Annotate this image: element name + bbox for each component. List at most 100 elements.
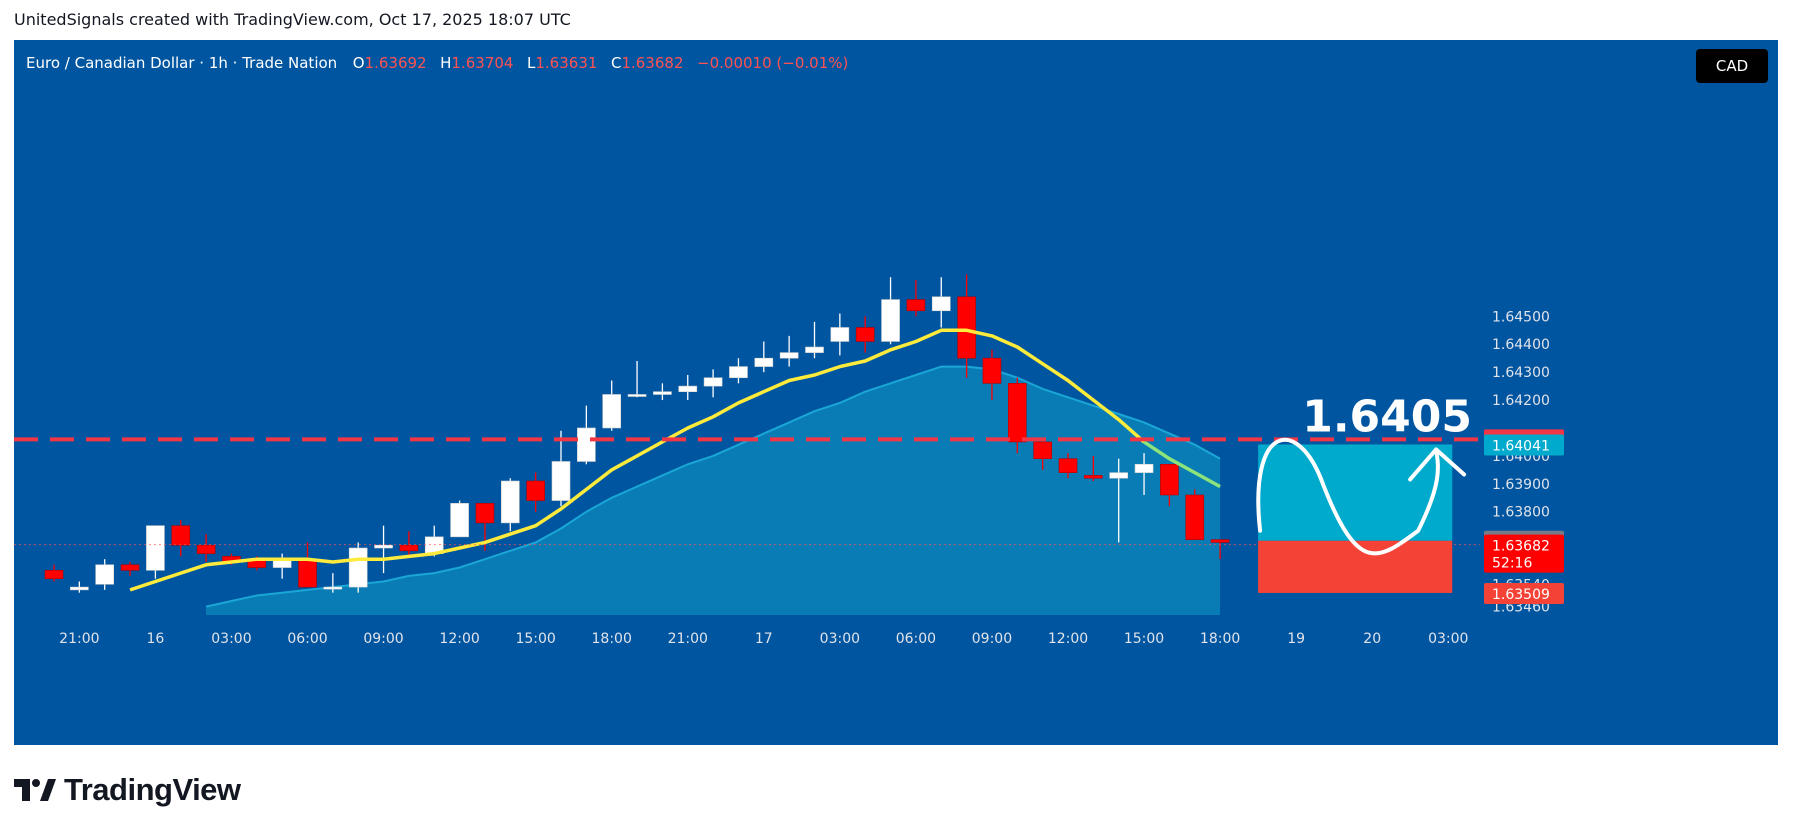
candle (1185, 489, 1205, 540)
candle-body (44, 570, 64, 580)
legend-high-value: 1.63704 (451, 54, 514, 72)
x-tick-label: 18:00 (592, 631, 632, 647)
x-tick-label: 12:00 (1048, 631, 1088, 647)
tradingview-brand: TradingView (64, 772, 241, 807)
candle (830, 313, 850, 356)
candle-body (957, 296, 976, 359)
candle-body (374, 544, 393, 549)
x-tick-label: 03:00 (211, 631, 251, 647)
candle-body (805, 346, 824, 353)
candle-body (729, 366, 748, 379)
candle (272, 553, 292, 579)
candle (805, 321, 824, 359)
candle-body (602, 394, 622, 429)
candle (1058, 453, 1078, 479)
candle (146, 525, 165, 579)
candle-body (779, 352, 799, 359)
plot-area (44, 274, 1230, 615)
candle-body (1084, 475, 1103, 479)
x-tick-label: 16 (146, 631, 164, 647)
candle (906, 280, 926, 317)
price-label: 1.64041 (1484, 434, 1564, 456)
candle-body (1007, 383, 1027, 443)
x-tick-label: 21:00 (668, 631, 708, 647)
x-tick-label: 20 (1363, 631, 1381, 647)
candle (70, 581, 89, 593)
target-zone (1258, 444, 1453, 541)
candle (1160, 463, 1179, 507)
candle (729, 358, 748, 384)
candle (1109, 458, 1128, 543)
candle-body (526, 480, 545, 501)
legend-open-label: O (352, 54, 365, 72)
moving-average-line (129, 328, 1146, 592)
candle (1210, 539, 1230, 560)
candle (678, 374, 698, 401)
candle (95, 559, 114, 590)
x-tick-label: 03:00 (1428, 631, 1468, 647)
candle-body (577, 427, 596, 462)
x-tick-label: 15:00 (515, 631, 555, 647)
candle (298, 542, 317, 588)
area-series-fill (206, 366, 1221, 615)
candle (450, 500, 469, 538)
chart-frame[interactable]: 1.6405 1.64500 1.64400 1.64300 1.64200 1.6400… (14, 40, 1778, 745)
legend-symbol: Euro / Canadian Dollar · 1h · Trade Nati… (26, 54, 338, 72)
candle (577, 405, 596, 465)
candle (653, 383, 672, 401)
candle (627, 360, 647, 398)
x-tick-label: 09:00 (972, 631, 1012, 647)
price-chart[interactable]: 1.64051.645001.644001.643001.642001.6400… (14, 40, 1778, 745)
candle-body (475, 503, 495, 524)
candle-body (348, 547, 368, 588)
candle (855, 316, 875, 353)
stop-zone (1258, 540, 1453, 593)
area-series-line (205, 365, 1221, 608)
chart-header: UnitedSignals created with TradingView.c… (14, 10, 571, 29)
candle (44, 564, 64, 582)
x-tick-label: 21:00 (59, 631, 99, 647)
candle (500, 478, 520, 532)
candle-body (881, 299, 900, 342)
y-tick-label: 1.63800 (1492, 505, 1550, 521)
candle (399, 531, 419, 557)
candle-body (678, 385, 698, 392)
candle-body (855, 327, 875, 342)
candle-body (95, 564, 114, 585)
price-label-bg (1484, 534, 1564, 573)
x-tick-label: 18:00 (1200, 631, 1240, 647)
candle-body (70, 586, 89, 591)
candle (424, 525, 444, 557)
candle-body (627, 394, 647, 397)
candle-body (120, 564, 140, 571)
candle-body (653, 391, 672, 395)
price-label-countdown: 52:16 (1492, 556, 1532, 572)
price-label-text: 1.63509 (1492, 587, 1550, 603)
candle-body (931, 296, 951, 312)
candle-body (982, 357, 1002, 384)
legend-high-label: H (440, 54, 452, 72)
y-tick-label: 1.63900 (1492, 477, 1550, 493)
legend-close-value: 1.63682 (621, 54, 684, 72)
candle (551, 430, 571, 507)
candle-body (703, 377, 723, 387)
candle (602, 380, 622, 431)
candle-body (1033, 441, 1052, 459)
x-tick-label: 15:00 (1124, 631, 1164, 647)
y-tick-label: 1.64300 (1492, 365, 1550, 381)
candle-body (323, 586, 343, 590)
y-tick-label: 1.64400 (1492, 337, 1550, 353)
candle-body (196, 544, 216, 554)
price-label: 1.63509 (1484, 582, 1564, 604)
candle (957, 274, 976, 378)
currency-badge[interactable]: CAD (1696, 49, 1768, 83)
candle-body (1185, 494, 1205, 540)
candle-body (500, 480, 520, 524)
x-tick-label: 12:00 (439, 631, 479, 647)
candle (120, 561, 140, 576)
candle-body (399, 544, 419, 552)
legend-close-label: C (610, 54, 622, 72)
candle (754, 341, 774, 373)
candle-body (146, 525, 165, 571)
x-tick-label: 17 (755, 631, 773, 647)
